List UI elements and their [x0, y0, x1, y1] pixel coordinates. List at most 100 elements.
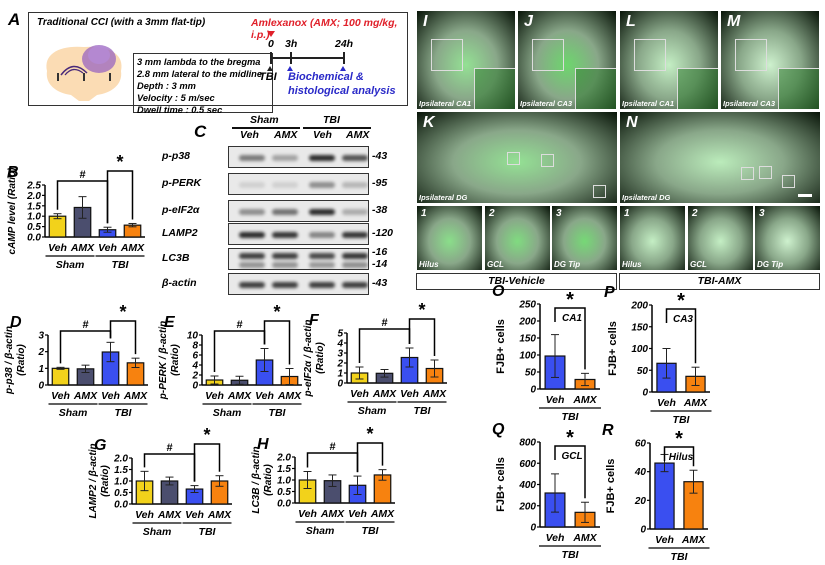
significance-mark: *	[119, 302, 126, 322]
x-tick-label: AMX	[372, 388, 397, 400]
y-tick-label: 2.0	[276, 453, 291, 464]
x-tick-label: Veh	[400, 388, 419, 400]
panel-letter: R	[602, 422, 614, 439]
y-tick-label: 3	[337, 349, 343, 360]
y-tick-label: 0	[192, 381, 198, 392]
dg-inset-hilus: 1 Hilus	[619, 205, 686, 271]
timeline-axis	[270, 57, 345, 59]
region-label: CA1	[562, 313, 582, 324]
y-tick-label: 1	[337, 369, 343, 380]
cci-parameters-box: 3 mm lambda to the bregma 2.8 mm lateral…	[133, 53, 273, 115]
significance-bracket	[306, 452, 359, 473]
significance-mark: *	[566, 289, 574, 311]
timeline-tick	[270, 52, 272, 64]
y-tick-label: 1.0	[277, 476, 291, 487]
x-tick-label: Veh	[655, 534, 674, 546]
y-axis-label: FJB+ cells	[495, 319, 507, 374]
protein-band	[342, 282, 368, 288]
region-of-interest-box	[634, 39, 666, 71]
inset-caption: GCL	[690, 260, 707, 269]
significance-mark: #	[329, 441, 335, 453]
molecular-weight-label: -95	[372, 177, 388, 189]
y-tick-label: 0	[337, 379, 343, 390]
y-tick-label: 0.5	[277, 487, 291, 498]
panel-letter: M	[727, 13, 741, 30]
significance-bracket	[193, 443, 221, 482]
x-tick-label: Veh	[348, 508, 367, 520]
panel-letter: Q	[492, 421, 505, 438]
micrograph-i: I Ipsilateral CA1	[416, 10, 516, 110]
timepoint-0: 0	[268, 38, 274, 50]
y-tick-label: 200	[518, 317, 536, 328]
group-label: Sham	[56, 259, 85, 271]
significance-mark: *	[418, 300, 425, 320]
region-of-interest-box	[759, 166, 772, 179]
y-tick-label: 200	[630, 301, 648, 312]
inset-caption: DG Tip	[757, 260, 784, 269]
bar	[48, 215, 67, 238]
inset-caption: Hilus	[419, 260, 439, 269]
protein-band	[342, 209, 368, 215]
x-tick-label: AMX	[681, 534, 706, 546]
group-underline	[232, 127, 300, 129]
param-line: 2.8 mm lateral to the midline	[137, 69, 263, 79]
drug-arrow-icon	[267, 31, 275, 37]
param-line: Depth : 3 mm	[137, 81, 196, 91]
protein-band	[342, 182, 368, 188]
region-of-interest-box	[532, 39, 564, 71]
protein-band	[309, 232, 335, 238]
y-tick-label: 4	[191, 361, 198, 372]
region-of-interest-box	[541, 154, 554, 167]
y-axis-label: FJB+ cells	[607, 321, 619, 376]
molecular-weight-label: -38	[372, 204, 388, 216]
micrograph-j: J Ipsilateral CA3	[517, 10, 617, 110]
y-tick-label: 6	[192, 351, 198, 362]
significance-bracket	[554, 445, 586, 499]
x-tick-label: Veh	[48, 242, 67, 254]
group-label: TBI	[673, 414, 691, 426]
y-axis-label: LAMP2 / β-actin(Ratio)	[88, 443, 111, 518]
region-label: Hilus	[669, 452, 694, 463]
blot-label: p-PERK	[162, 177, 202, 189]
protein-band	[309, 282, 335, 288]
protein-band	[239, 253, 265, 259]
analysis-arrow-icon	[287, 66, 293, 71]
protein-band	[239, 282, 265, 288]
inset-number: 1	[421, 208, 427, 219]
tbi-label: TBI	[259, 71, 277, 83]
protein-band	[239, 209, 265, 215]
region-label: GCL	[561, 451, 582, 462]
x-tick-label: AMX	[572, 532, 597, 544]
y-tick-label: 40	[634, 467, 647, 478]
protein-band	[272, 182, 298, 188]
micrograph-k: K Ipsilateral DG	[416, 111, 618, 204]
significance-bracket	[663, 446, 695, 467]
param-line: Dwell time : 0.5 sec	[137, 105, 223, 115]
analysis-arrow-icon	[340, 66, 346, 71]
brain-schematic-icon	[46, 45, 122, 101]
group-label: TBI	[199, 526, 217, 538]
protein-band	[309, 182, 335, 188]
amlexanox-dose-label: Amlexanox (AMX; 100 mg/kg, i.p.)	[251, 17, 398, 41]
panel-letter: L	[626, 13, 636, 30]
x-tick-label: AMX	[73, 390, 98, 402]
x-tick-label: Veh	[205, 390, 224, 402]
significance-bracket	[263, 320, 291, 365]
group-label: Sham	[306, 525, 335, 537]
y-tick-label: 2	[37, 347, 44, 358]
chart-q: Q FJB+ cells 0 200 400 600 800 Veh AMX TBI * GCL	[492, 421, 601, 561]
analysis-label-2: histological analysis	[288, 85, 396, 97]
y-tick-label: 2.0	[113, 454, 128, 465]
significance-mark: #	[166, 442, 172, 454]
magnified-inset	[474, 68, 515, 109]
y-tick-label: 1.5	[27, 201, 41, 212]
significance-bracket	[554, 307, 586, 370]
x-tick-label: AMX	[320, 508, 345, 520]
group-label: TBI	[562, 549, 580, 561]
lane-label: AMX	[274, 129, 298, 141]
protein-band	[272, 155, 298, 161]
micrograph-m: M Ipsilateral CA3	[720, 10, 820, 110]
